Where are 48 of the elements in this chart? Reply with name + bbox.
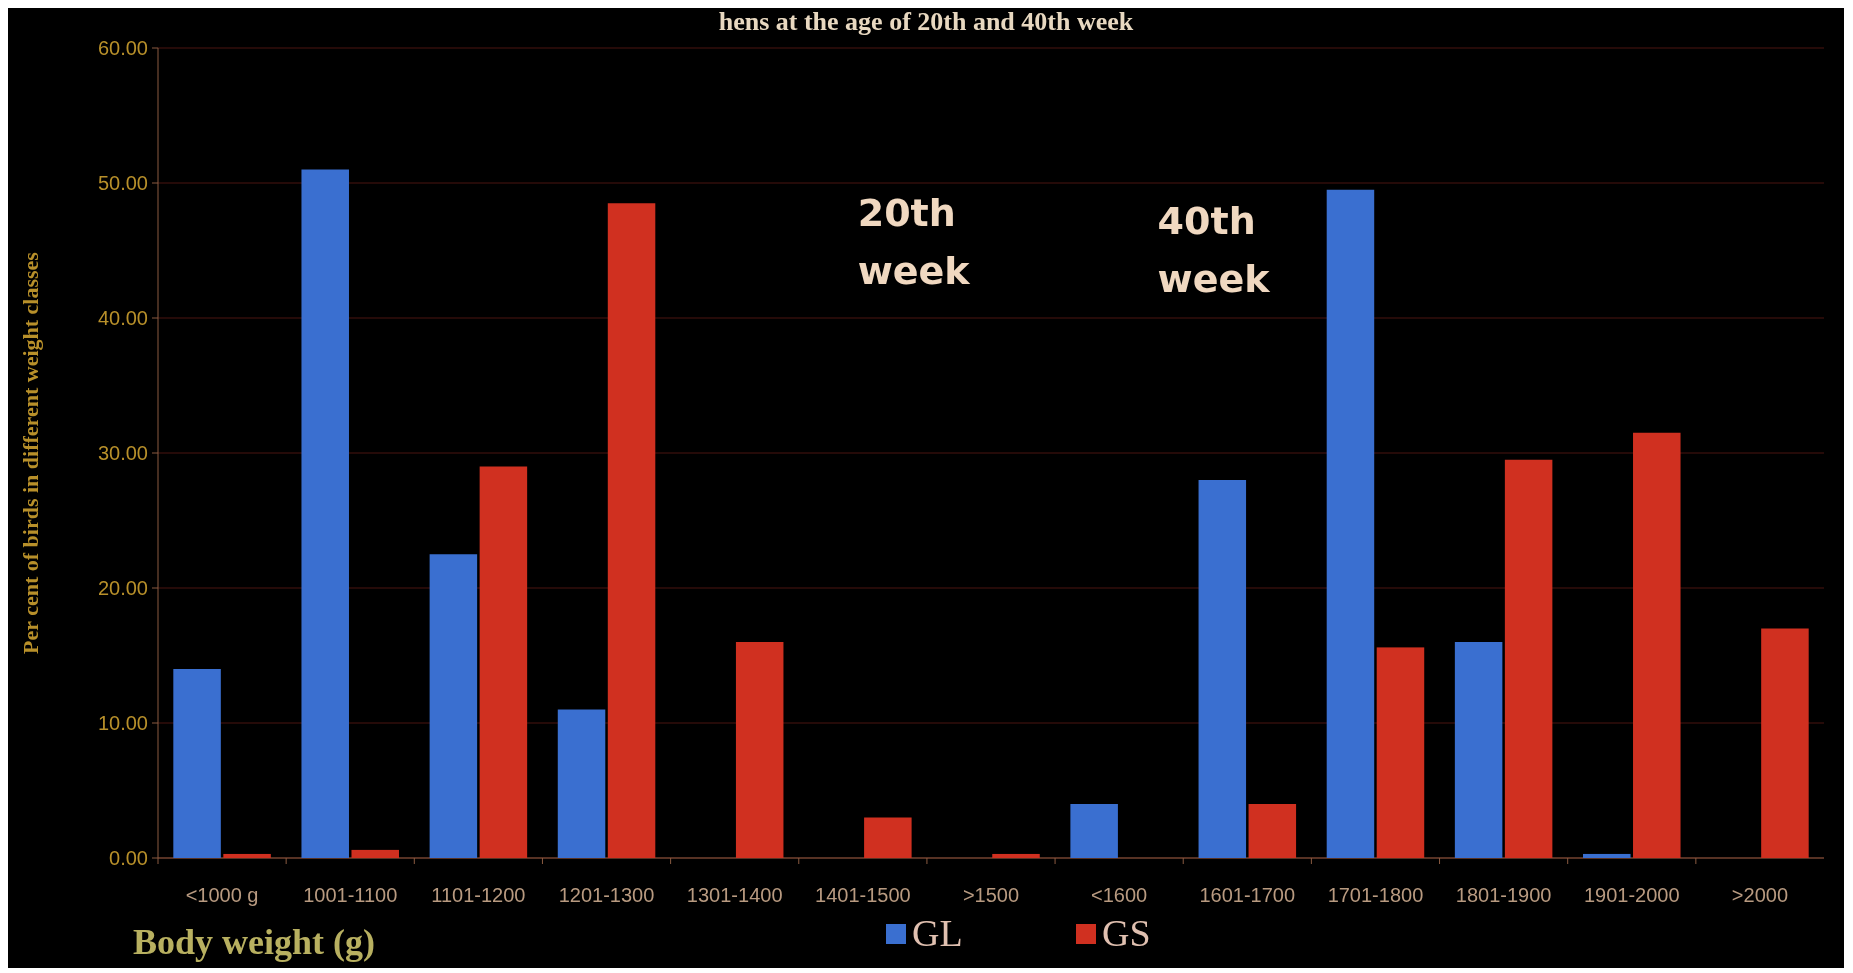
y-axis-title: Per cent of birds in different weight classes	[18, 251, 43, 654]
bar	[735, 642, 784, 858]
annotation: 40th week	[1157, 199, 1271, 302]
x-tick-label: <1000 g	[185, 884, 259, 906]
annotation: 20th week	[857, 191, 971, 294]
x-tick-label: >2000	[1731, 884, 1789, 906]
bar	[301, 169, 349, 858]
bar	[1070, 804, 1118, 858]
bar	[1504, 459, 1553, 858]
x-tick-label: >1500	[962, 884, 1020, 906]
x-tick-label: 1201-1300	[558, 884, 655, 906]
x-tick-label: 1001-1100	[303, 884, 398, 906]
bar	[1761, 628, 1809, 858]
bar	[1633, 432, 1681, 858]
bar	[1248, 804, 1297, 858]
y-tick-label: 10.00	[97, 712, 148, 734]
bar	[351, 849, 399, 858]
bar	[173, 669, 221, 858]
y-tick-label: 60.00	[97, 37, 148, 59]
x-tick-label: 1801-1900	[1455, 884, 1552, 906]
x-tick-label: 1401-1500	[815, 884, 911, 906]
chart-title: hens at the age of 20th and 40th week	[718, 7, 1134, 36]
legend-label: GL	[912, 912, 963, 954]
y-tick-label: 50.00	[97, 172, 148, 194]
bar	[429, 554, 478, 858]
legend-label: GS	[1102, 912, 1151, 954]
x-tick-label: <1600	[1091, 884, 1148, 906]
bar	[607, 203, 656, 858]
bar	[1583, 853, 1631, 858]
bar	[1376, 647, 1425, 858]
x-tick-label: 1301-1400	[686, 884, 783, 906]
bar	[864, 817, 912, 858]
y-tick-label: 20.00	[97, 577, 148, 599]
x-tick-label: 1701-1800	[1327, 884, 1424, 906]
bar	[1326, 189, 1375, 858]
x-tick-label: 1901-2000	[1583, 884, 1680, 906]
bar	[1198, 480, 1247, 858]
bar	[223, 853, 271, 858]
bar	[992, 853, 1040, 858]
bar	[479, 466, 528, 858]
x-tick-label: 1101-1200	[431, 884, 526, 906]
bar	[557, 709, 606, 858]
y-tick-label: 0.00	[109, 847, 148, 869]
y-tick-label: 40.00	[97, 307, 148, 329]
y-tick-label: 30.00	[97, 442, 148, 464]
x-axis-title: Body weight (g)	[133, 922, 375, 962]
bar	[1454, 642, 1503, 858]
x-tick-label: 1601-1700	[1199, 884, 1296, 906]
